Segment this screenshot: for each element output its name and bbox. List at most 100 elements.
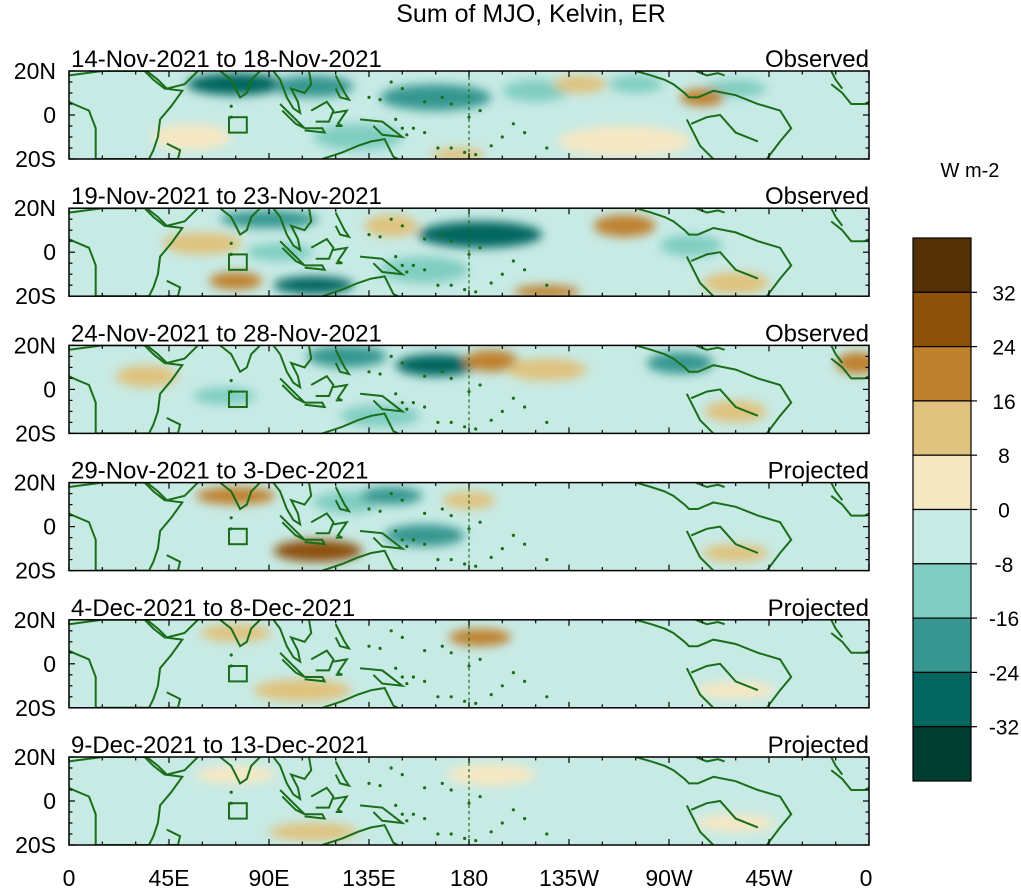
coastline [310, 374, 335, 397]
island [500, 821, 504, 825]
anomaly-blob [609, 75, 663, 93]
island [378, 646, 382, 651]
colorbar-segment [912, 291, 972, 348]
anomaly-blob [502, 79, 569, 102]
island [474, 290, 478, 294]
x-tick-label: 0 [63, 865, 76, 889]
island [500, 684, 504, 688]
island [463, 288, 467, 292]
island [389, 629, 393, 633]
coastline [310, 512, 335, 535]
island [463, 699, 467, 703]
island [463, 150, 467, 154]
island [389, 217, 393, 221]
island [440, 781, 444, 786]
anomaly-field [115, 345, 869, 427]
island [367, 507, 371, 511]
x-tick-label: 45E [149, 865, 190, 889]
island [449, 102, 453, 106]
y-tick-label: 20S [15, 832, 56, 858]
anomaly-blob [313, 123, 403, 151]
coastline [360, 804, 406, 825]
island [436, 558, 440, 562]
colorbar-tick-label: 32 [992, 282, 1015, 305]
colorbar-tick-label: -24 [989, 662, 1020, 685]
panel-date-range: 14-Nov-2021 to 18-Nov-2021 [71, 46, 382, 73]
island [436, 695, 440, 699]
colorbar-segment [912, 346, 972, 402]
anomaly-blob [209, 272, 263, 290]
coastline [219, 757, 261, 785]
colorbar-segment [912, 508, 972, 565]
coastline [166, 828, 182, 845]
island [367, 644, 371, 648]
coastline [635, 71, 793, 159]
coastline [695, 619, 725, 626]
island [467, 390, 471, 394]
y-tick-label: 20S [15, 283, 56, 309]
coastline [830, 83, 869, 105]
panel-ticks [68, 70, 870, 160]
island [511, 122, 515, 126]
panel-ticks [68, 482, 870, 572]
colorbar-segment [912, 400, 972, 456]
island [405, 544, 409, 549]
island [411, 538, 415, 542]
island [440, 644, 444, 648]
coastline [333, 109, 349, 127]
x-tick-label: 180 [450, 865, 488, 889]
island [545, 558, 549, 562]
coastline [69, 482, 185, 571]
anomaly-blob [340, 635, 421, 658]
map-panel: 20N 0 20S 24-Nov-2021 to 28-Nov-2021 Observe… [14, 320, 870, 446]
coastline [695, 71, 725, 77]
coastline [146, 208, 199, 227]
island [523, 131, 527, 135]
region-box [228, 665, 248, 683]
coastline [334, 486, 352, 513]
island [423, 817, 427, 821]
anomaly-blob [151, 123, 232, 151]
anomaly-blob [513, 285, 581, 297]
colorbar-units: W m-2 [941, 160, 1000, 182]
coastline [830, 345, 844, 364]
island [511, 533, 515, 538]
island [400, 361, 404, 365]
anomaly-blob [449, 628, 512, 647]
y-tick-label: 0 [43, 102, 56, 128]
coastline [219, 345, 261, 374]
island [400, 773, 404, 777]
colorbar-tick-label: -16 [989, 608, 1019, 631]
region-box [228, 802, 248, 820]
island [436, 283, 440, 287]
coastlines [69, 345, 869, 434]
coastline [166, 142, 182, 159]
island [389, 766, 393, 770]
coastline [333, 658, 349, 676]
island [411, 675, 415, 679]
coastline [304, 676, 327, 683]
island [389, 354, 393, 358]
island [467, 115, 471, 119]
island [367, 781, 371, 786]
coastlines [69, 482, 869, 571]
island [400, 126, 404, 130]
island [449, 420, 453, 424]
island [489, 830, 493, 834]
x-tick-label: 90E [249, 865, 290, 889]
coastline [685, 393, 715, 434]
y-tick-label: 20N [14, 470, 56, 496]
anomaly-blob [695, 681, 776, 699]
panel-status: Observed [765, 183, 869, 210]
anomaly-blob [273, 539, 363, 562]
map-panel: 20N 0 20S 4-Dec-2021 to 8-Dec-2021 Projected [14, 595, 870, 721]
coastline [310, 237, 335, 260]
island [500, 547, 504, 551]
island [405, 819, 409, 823]
y-tick-label: 20S [15, 695, 56, 721]
coastline [69, 208, 185, 297]
island [467, 527, 471, 531]
coastline [166, 691, 182, 708]
anomaly-blob [395, 354, 476, 377]
coastline [272, 71, 313, 115]
